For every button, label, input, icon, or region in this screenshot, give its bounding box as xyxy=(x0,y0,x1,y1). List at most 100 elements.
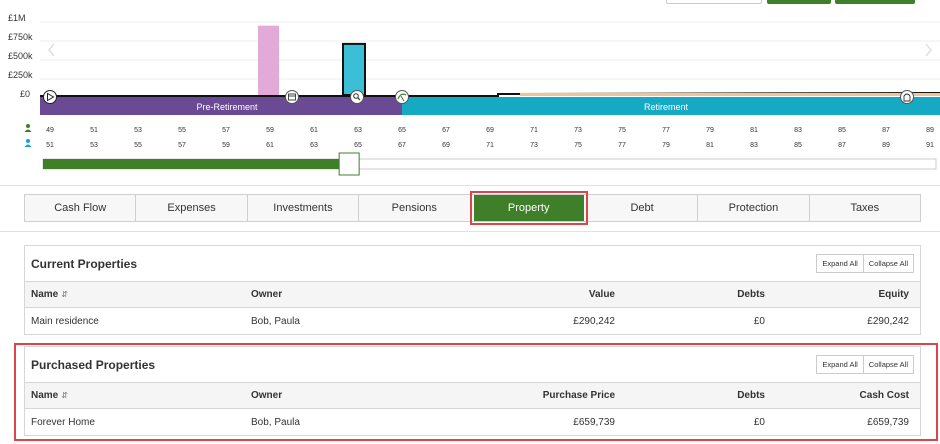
cell-value: £290,242 xyxy=(573,315,615,327)
age-label: 65 xyxy=(398,127,406,134)
age-label: 77 xyxy=(618,142,626,149)
age-label: 67 xyxy=(398,142,406,149)
y-tick-label: £750k xyxy=(8,32,33,42)
cell-equity: £290,242 xyxy=(867,315,909,327)
table-row[interactable]: Main residence Bob, Paula £290,242 £0 £2… xyxy=(25,308,920,334)
age-label: 89 xyxy=(882,142,890,149)
age-label: 65 xyxy=(354,142,362,149)
current-properties-panel: Current Properties Expand All Collapse A… xyxy=(24,245,921,335)
age-label: 55 xyxy=(134,142,142,149)
age-label: 85 xyxy=(794,142,802,149)
age-label: 73 xyxy=(574,127,582,134)
cell-owner: Bob, Paula xyxy=(251,315,300,327)
panel-header: Current Properties Expand All Collapse A… xyxy=(25,246,920,282)
age-label: 67 xyxy=(442,127,450,134)
cell-cash-cost: £659,739 xyxy=(867,416,909,428)
column-header-name[interactable]: Name ⇵ xyxy=(31,390,68,401)
collapse-all-button[interactable]: Collapse All xyxy=(863,355,914,374)
column-header-debts: Debts xyxy=(737,390,765,401)
purchased-properties-panel: Purchased Properties Expand All Collapse… xyxy=(24,346,921,436)
y-tick-label: £250k xyxy=(8,70,33,80)
table-header-row: Name ⇵ Owner Purchase Price Debts Cash Co… xyxy=(25,383,920,409)
divider xyxy=(0,231,940,232)
age-label: 55 xyxy=(178,127,186,134)
expand-collapse-group: Expand All Collapse All xyxy=(816,355,914,374)
timeline-progress xyxy=(43,159,343,169)
age-label: 51 xyxy=(90,127,98,134)
prev-arrow-icon[interactable] xyxy=(48,43,55,57)
age-label: 75 xyxy=(618,127,626,134)
umbrella-icon[interactable] xyxy=(395,90,409,104)
tab-property[interactable]: Property xyxy=(469,191,588,225)
top-button-green-1[interactable] xyxy=(767,0,831,4)
age-label: 83 xyxy=(794,127,802,134)
age-label: 91 xyxy=(926,142,934,149)
top-button-green-2[interactable] xyxy=(835,0,915,4)
panel-title: Purchased Properties xyxy=(31,357,156,372)
collapse-all-button[interactable]: Collapse All xyxy=(863,254,914,273)
age-label: 69 xyxy=(442,142,450,149)
bar-pension-lump-sum[interactable] xyxy=(258,25,279,95)
headstone-icon[interactable] xyxy=(900,90,914,104)
age-label: 83 xyxy=(750,142,758,149)
column-header-debts: Debts xyxy=(737,289,765,300)
expand-collapse-group: Expand All Collapse All xyxy=(816,254,914,273)
age-label: 77 xyxy=(662,127,670,134)
age-label: 59 xyxy=(266,127,274,134)
column-header-owner: Owner xyxy=(251,289,283,300)
cell-purchase-price: £659,739 xyxy=(573,416,615,428)
age-label: 59 xyxy=(222,142,230,149)
age-label: 81 xyxy=(750,127,758,134)
tab-investments[interactable]: Investments xyxy=(248,195,360,221)
column-header-value: Value xyxy=(588,289,615,300)
tab-taxes[interactable]: Taxes xyxy=(850,202,880,214)
expand-all-button[interactable]: Expand All xyxy=(816,355,864,374)
cell-debts: £0 xyxy=(753,416,765,428)
column-header-cash-cost: Cash Cost xyxy=(859,390,909,401)
retirement-income-band xyxy=(520,93,940,96)
phase-band-pre-retirement xyxy=(40,97,402,115)
column-header-name[interactable]: Name ⇵ xyxy=(31,289,68,300)
tab-expenses[interactable]: Expenses xyxy=(136,195,248,221)
cell-name: Forever Home xyxy=(31,416,95,428)
phase-band-retirement xyxy=(402,97,940,115)
panel-title: Current Properties xyxy=(31,256,138,271)
column-header-purchase-price: Purchase Price xyxy=(542,390,615,401)
top-button-outline[interactable] xyxy=(666,0,762,4)
age-label: 69 xyxy=(486,127,494,134)
person-icon xyxy=(24,124,32,132)
age-label: 63 xyxy=(354,127,362,134)
age-label: 51 xyxy=(46,142,54,149)
cell-owner: Bob, Paula xyxy=(251,416,300,428)
tab-protection[interactable]: Protection xyxy=(698,195,810,221)
age-label: 81 xyxy=(706,142,714,149)
gridlines xyxy=(40,21,940,80)
y-tick-label: £500k xyxy=(8,51,33,61)
play-icon[interactable] xyxy=(43,90,57,104)
tab-pensions[interactable]: Pensions xyxy=(359,195,471,221)
y-tick-label: £0 xyxy=(20,89,30,99)
calendar-icon[interactable] xyxy=(285,90,299,104)
age-label: 73 xyxy=(530,142,538,149)
tab-bar: Cash Flow Expenses Investments Pensions … xyxy=(24,191,921,225)
age-label: 85 xyxy=(838,127,846,134)
age-label: 79 xyxy=(706,127,714,134)
cell-debts: £0 xyxy=(753,315,765,327)
tab-cash-flow[interactable]: Cash Flow xyxy=(25,195,137,221)
age-label: 49 xyxy=(46,127,54,134)
bar-property-purchase[interactable] xyxy=(342,42,366,96)
sort-icon[interactable]: ⇵ xyxy=(61,290,68,299)
timeline-handle[interactable] xyxy=(338,152,360,176)
search-icon[interactable] xyxy=(350,90,364,104)
age-label: 53 xyxy=(90,142,98,149)
phase-label: Retirement xyxy=(644,102,689,112)
panel-header: Purchased Properties Expand All Collapse… xyxy=(25,347,920,383)
sort-icon[interactable]: ⇵ xyxy=(61,391,68,400)
age-label: 89 xyxy=(926,127,934,134)
age-label: 71 xyxy=(486,142,494,149)
column-header-equity: Equity xyxy=(878,289,909,300)
next-arrow-icon[interactable] xyxy=(925,43,932,57)
expand-all-button[interactable]: Expand All xyxy=(816,254,864,273)
table-row[interactable]: Forever Home Bob, Paula £659,739 £0 £659… xyxy=(25,409,920,435)
tab-debt[interactable]: Debt xyxy=(587,195,699,221)
